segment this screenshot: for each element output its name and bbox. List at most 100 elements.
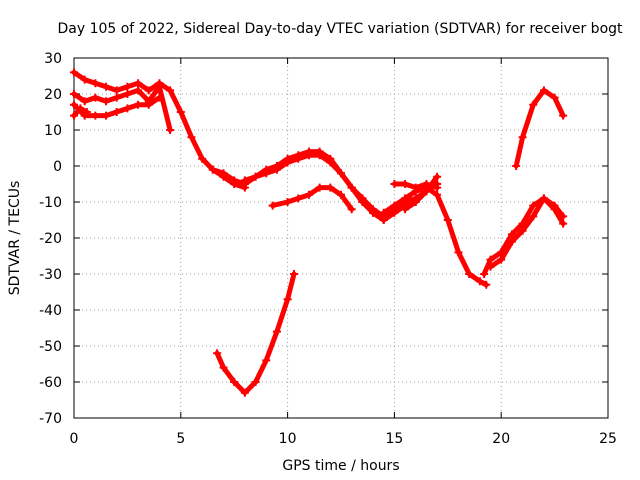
data-point <box>507 237 516 246</box>
data-point <box>512 162 521 170</box>
y-tick-label: -20 <box>39 231 62 247</box>
data-point <box>337 169 345 178</box>
series-line <box>214 271 297 396</box>
data-point <box>486 255 495 264</box>
data-point <box>283 158 292 167</box>
data-point <box>70 111 78 120</box>
data-point <box>465 270 474 278</box>
data-point <box>176 108 185 116</box>
series-line <box>488 195 566 270</box>
data-point <box>304 151 313 160</box>
data-point <box>454 248 463 257</box>
data-point <box>91 93 100 102</box>
data-point <box>422 187 431 196</box>
data-point <box>134 79 143 88</box>
axis-ticks: 0 5 10 15 20 25 -70 -60 -50 -40 -30 -20 -10 0 10 20 30 <box>39 51 617 447</box>
x-tick-label: 0 <box>70 431 79 447</box>
data-point <box>208 165 217 174</box>
data-point <box>358 194 367 203</box>
data-point <box>369 208 378 217</box>
data-point <box>76 104 85 113</box>
data-point <box>144 86 153 95</box>
data-point <box>290 270 299 278</box>
data-point <box>268 201 277 210</box>
data-point <box>80 97 89 106</box>
data-point <box>134 100 143 109</box>
data-point <box>315 183 324 192</box>
series-track-4 <box>70 104 91 120</box>
y-tick-label: -30 <box>39 267 62 283</box>
data-point <box>294 154 303 163</box>
data-point <box>240 176 249 185</box>
data-point <box>251 378 260 386</box>
series-line <box>270 185 355 212</box>
data-point <box>390 180 399 188</box>
data-point <box>272 165 281 174</box>
data-point <box>304 190 313 199</box>
data-point <box>401 205 410 214</box>
data-point <box>347 205 356 214</box>
data-point <box>240 388 249 397</box>
data-point <box>144 100 153 109</box>
data-point <box>337 190 345 199</box>
data-point <box>443 216 452 224</box>
data-point <box>401 180 410 188</box>
data-point <box>91 79 100 88</box>
y-axis-label: SDTVAR / TECUs <box>7 181 23 296</box>
data-point <box>529 212 538 221</box>
series-track-15 <box>512 86 568 170</box>
y-tick-label: -10 <box>39 195 62 211</box>
data-point <box>155 93 164 102</box>
data-point <box>123 82 132 91</box>
data-point <box>315 151 324 160</box>
data-point <box>433 172 442 181</box>
data-point <box>262 169 271 178</box>
series-line <box>513 87 566 169</box>
data-point <box>411 198 420 206</box>
y-tick-label: 0 <box>53 159 62 175</box>
data-point <box>507 230 516 239</box>
data-point <box>230 378 239 386</box>
data-point <box>219 169 228 178</box>
data-point <box>283 198 292 206</box>
data-point <box>550 93 559 102</box>
data-point <box>283 295 292 304</box>
data-point <box>91 111 100 120</box>
data-point <box>230 176 239 185</box>
data-point <box>559 212 568 221</box>
data-point <box>559 219 568 228</box>
y-tick-label: -40 <box>39 303 62 319</box>
data-point <box>112 86 121 95</box>
data-point <box>433 183 442 192</box>
series-track-14 <box>486 194 568 271</box>
data-point <box>379 208 388 217</box>
data-point <box>347 183 356 192</box>
y-tick-label: -70 <box>39 411 62 427</box>
x-tick-label: 25 <box>599 431 617 447</box>
data-point <box>166 126 175 134</box>
data-point <box>213 349 222 358</box>
data-point <box>326 158 335 167</box>
x-tick-label: 10 <box>279 431 297 447</box>
data-point <box>80 75 89 84</box>
data-point <box>198 154 207 163</box>
y-tick-label: 10 <box>44 123 62 139</box>
data-point <box>390 201 399 210</box>
data-point <box>102 82 111 91</box>
data-point <box>529 100 538 109</box>
data-point <box>294 194 303 203</box>
series-track-8 <box>213 270 299 397</box>
data-point <box>559 111 568 120</box>
series-line <box>71 84 173 133</box>
data-point <box>482 280 491 289</box>
data-point <box>401 194 410 203</box>
series-track-12 <box>401 172 442 214</box>
data-point <box>390 208 399 217</box>
data-point <box>529 201 538 210</box>
data-point <box>433 190 442 199</box>
chart-title: Day 105 of 2022, Sidereal Day-to-day VTE… <box>57 21 623 37</box>
data-point <box>486 262 495 271</box>
y-tick-label: -50 <box>39 339 62 355</box>
data-point <box>379 216 388 224</box>
